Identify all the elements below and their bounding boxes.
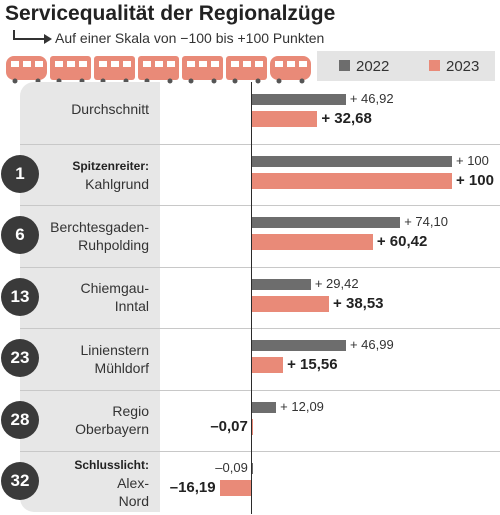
category-label: Schlusslicht: Alex- Nord: [74, 457, 149, 509]
legend-swatch-2023: [429, 60, 440, 71]
value-label-2022: + 12,09: [280, 398, 324, 414]
bar-2023-1: [252, 172, 452, 189]
category-label: Spitzenreiter: Kahlgrund: [72, 159, 149, 193]
train-car-icon: [6, 56, 47, 84]
rank-badge: 1: [1, 154, 39, 193]
row-separator: [20, 328, 500, 329]
legend-label-2022: 2022: [356, 58, 390, 75]
value-label-2023: + 15,56: [287, 356, 338, 373]
value-label-2022: + 29,42: [314, 275, 359, 291]
legend-swatch-2022: [339, 60, 350, 71]
bar-2023-2: [252, 234, 373, 250]
chart-title: Servicequalität der Regionalzüge: [5, 2, 336, 25]
rank-badge: 32: [1, 462, 39, 500]
value-label-2022: + 46,99: [349, 337, 394, 352]
value-label-2023: + 32,68: [321, 110, 372, 127]
value-label-2023: –0,07: [210, 417, 248, 435]
category-label: Durchschnitt: [71, 101, 149, 117]
train-car-icon: [182, 56, 223, 84]
bar-2022-2: [252, 217, 401, 228]
rank-badge: 28: [1, 400, 39, 439]
legend-item-2023: 2023: [429, 58, 479, 75]
bar-2022-0: [252, 94, 346, 105]
value-label-2022: + 74,10: [404, 214, 448, 229]
bar-2022-5: [252, 401, 277, 413]
legend: 2022 2023: [317, 51, 495, 81]
bar-2023-6: [219, 480, 252, 496]
bar-2022-1: [252, 155, 452, 167]
legend-label-2023: 2023: [446, 58, 480, 75]
category-label: Linienstern Mühldorf: [80, 341, 150, 376]
category-label: Chiemgau- Inntal: [80, 280, 149, 315]
bar-2023-0: [252, 111, 318, 127]
rank-badge: 6: [1, 216, 39, 254]
train-car-icon: [270, 56, 311, 84]
bar-2022-3: [252, 278, 311, 290]
bar-2022-4: [252, 340, 346, 351]
train-car-icon: [94, 56, 135, 84]
value-label-2023: –16,19: [169, 479, 216, 496]
category-panel: [20, 82, 160, 512]
train-car-icon: [50, 56, 91, 84]
row-separator: [20, 205, 500, 206]
value-label-2023: + 100: [456, 171, 494, 189]
row-separator: [20, 266, 500, 268]
value-label-2022: + 100: [456, 152, 489, 168]
category-label: Berchtesgaden- Ruhpolding: [50, 218, 149, 253]
bar-2023-4: [252, 357, 284, 373]
train-car-icon: [226, 56, 267, 84]
row-separator: [20, 451, 500, 452]
chart-subtitle: Auf einer Skala von −100 bis +100 Punkte…: [55, 30, 325, 46]
train-car-icon: [138, 56, 179, 84]
value-label-2023: + 60,42: [376, 233, 428, 250]
rank-badge: 13: [1, 277, 39, 316]
train-icon: [6, 56, 311, 84]
zero-axis-line: [251, 82, 252, 514]
arrow-right-icon: [13, 30, 52, 44]
value-label-2023: + 38,53: [333, 294, 384, 312]
value-label-2022: + 46,92: [349, 91, 394, 106]
legend-item-2022: 2022: [339, 58, 389, 75]
category-label: Regio Oberbayern: [75, 403, 149, 438]
row-separator: [20, 389, 500, 391]
bar-2023-3: [252, 295, 330, 312]
rank-badge: 23: [1, 339, 39, 377]
row-separator: [20, 143, 500, 145]
value-label-2022: –0,09: [215, 460, 248, 475]
